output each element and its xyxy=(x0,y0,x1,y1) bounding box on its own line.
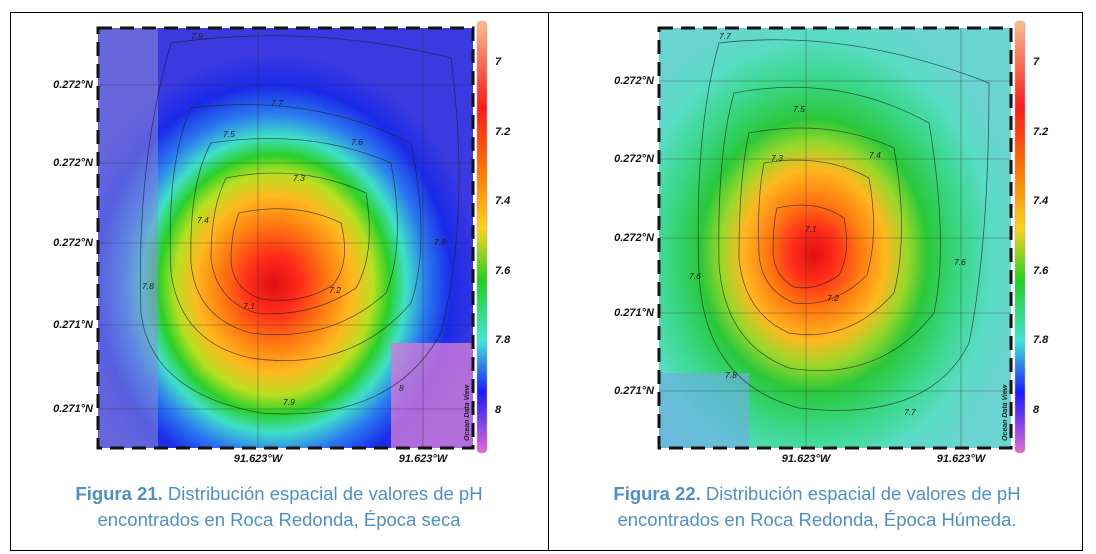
figure-21-caption: Figura 21. Distribución espacial de valo… xyxy=(31,481,527,533)
map-frame xyxy=(96,26,475,450)
figure-21-cell: 7.9 7.7 7.6 7.5 7.3 7.4 7.8 7.1 7.2 7.8 … xyxy=(11,13,547,550)
column-divider xyxy=(548,13,549,550)
contour-label: 7.6 xyxy=(954,257,966,267)
y-tick-label: 0.271°N xyxy=(53,403,94,415)
contour-label: 7.7 xyxy=(271,98,283,108)
colorbar-tick: 7.6 xyxy=(495,265,511,277)
x-tick-label: 91.623°W xyxy=(782,453,832,465)
contour-label: 7.4 xyxy=(197,215,209,225)
contour-label: 7.9 xyxy=(283,397,295,407)
caption-text: encontrados en Roca Redonda, Época Húmed… xyxy=(617,509,1017,530)
colorbar-tick: 7.6 xyxy=(1033,265,1049,277)
colorbar-tick: 8 xyxy=(1033,404,1040,416)
colorbar-tick: 7.8 xyxy=(1033,334,1049,346)
figure-label: Figura 22. xyxy=(613,483,701,504)
colorbar-tick: 7 xyxy=(1033,56,1040,68)
contour-label: 7.4 xyxy=(869,150,881,160)
y-tick-label: 0.272°N xyxy=(53,79,94,91)
y-tick-label: 0.271°N xyxy=(614,385,655,397)
contour-label: 7.1 xyxy=(243,301,255,311)
contour-label: 7.1 xyxy=(805,224,817,234)
figure-table: 7.9 7.7 7.6 7.5 7.3 7.4 7.8 7.1 7.2 7.8 … xyxy=(10,12,1083,551)
colorbar-tick: 7.8 xyxy=(495,334,511,346)
y-tick-label: 0.272°N xyxy=(614,153,655,165)
caption-text: encontrados en Roca Redonda, Época seca xyxy=(97,509,461,530)
contour-label: 7.9 xyxy=(191,31,203,41)
figure-22-cell: 7.7 7.5 7.4 7.3 7.1 7.2 7.6 7.6 7.8 7.7 … xyxy=(549,13,1085,550)
ph-map-wet-season: 7.7 7.5 7.4 7.3 7.1 7.2 7.6 7.6 7.8 7.7 … xyxy=(614,20,1049,465)
colorbar xyxy=(476,20,488,454)
contour-label: 7.6 xyxy=(689,271,701,281)
colorbar-tick: 7.2 xyxy=(495,126,510,138)
map-frame xyxy=(657,26,1013,450)
figure-22-caption: Figura 22. Distribución espacial de valo… xyxy=(569,481,1065,533)
x-tick-label: 91.623°W xyxy=(937,453,987,465)
contour-label: 7.8 xyxy=(434,237,446,247)
y-tick-label: 0.272°N xyxy=(53,157,94,169)
colorbar-tick: 7 xyxy=(495,56,502,68)
odv-watermark: Ocean Data View xyxy=(1002,384,1009,441)
colorbar xyxy=(1014,20,1026,454)
contour-label: 7.5 xyxy=(223,129,235,139)
contours xyxy=(139,35,460,415)
contour-label: 7.2 xyxy=(827,293,839,303)
y-tick-label: 0.272°N xyxy=(614,232,655,244)
odv-watermark: Ocean Data View xyxy=(464,384,471,441)
figure-21-map: 7.9 7.7 7.6 7.5 7.3 7.4 7.8 7.1 7.2 7.8 … xyxy=(11,13,547,468)
low-region xyxy=(659,373,749,448)
ph-map-dry-season: 7.9 7.7 7.6 7.5 7.3 7.4 7.8 7.1 7.2 7.8 … xyxy=(53,20,511,465)
high-ph-region xyxy=(391,343,473,448)
y-tick-label: 0.272°N xyxy=(614,75,655,87)
grid xyxy=(659,28,1011,448)
caption-text: Distribución espacial de valores de pH xyxy=(705,483,1021,504)
caption-text: Distribución espacial de valores de pH xyxy=(167,483,483,504)
y-tick-label: 0.271°N xyxy=(53,319,94,331)
contour-label: 7.2 xyxy=(329,285,341,295)
figure-22-map: 7.7 7.5 7.4 7.3 7.1 7.2 7.6 7.6 7.8 7.7 … xyxy=(549,13,1085,468)
contour-label: 7.5 xyxy=(793,104,805,114)
contours xyxy=(697,39,990,411)
colorbar-tick: 7.2 xyxy=(1033,126,1048,138)
contour-label: 7.8 xyxy=(725,370,737,380)
contour-label: 7.8 xyxy=(142,281,154,291)
contour-label: 7.6 xyxy=(351,137,363,147)
contour-label: 8 xyxy=(399,383,404,393)
contour-label: 7.3 xyxy=(293,173,305,183)
colorbar-tick: 7.4 xyxy=(1033,195,1048,207)
contour-label: 7.3 xyxy=(771,153,783,163)
colorbar-tick: 7.4 xyxy=(495,195,510,207)
colorbar-tick: 8 xyxy=(495,404,502,416)
figure-label: Figura 21. xyxy=(75,483,163,504)
y-tick-label: 0.272°N xyxy=(53,237,94,249)
contour-label: 7.7 xyxy=(719,31,731,41)
y-tick-label: 0.271°N xyxy=(614,307,655,319)
contour-label: 7.7 xyxy=(904,407,916,417)
muted-region xyxy=(98,28,158,448)
x-tick-label: 91.623°W xyxy=(234,453,284,465)
x-tick-label: 91.623°W xyxy=(399,453,449,465)
